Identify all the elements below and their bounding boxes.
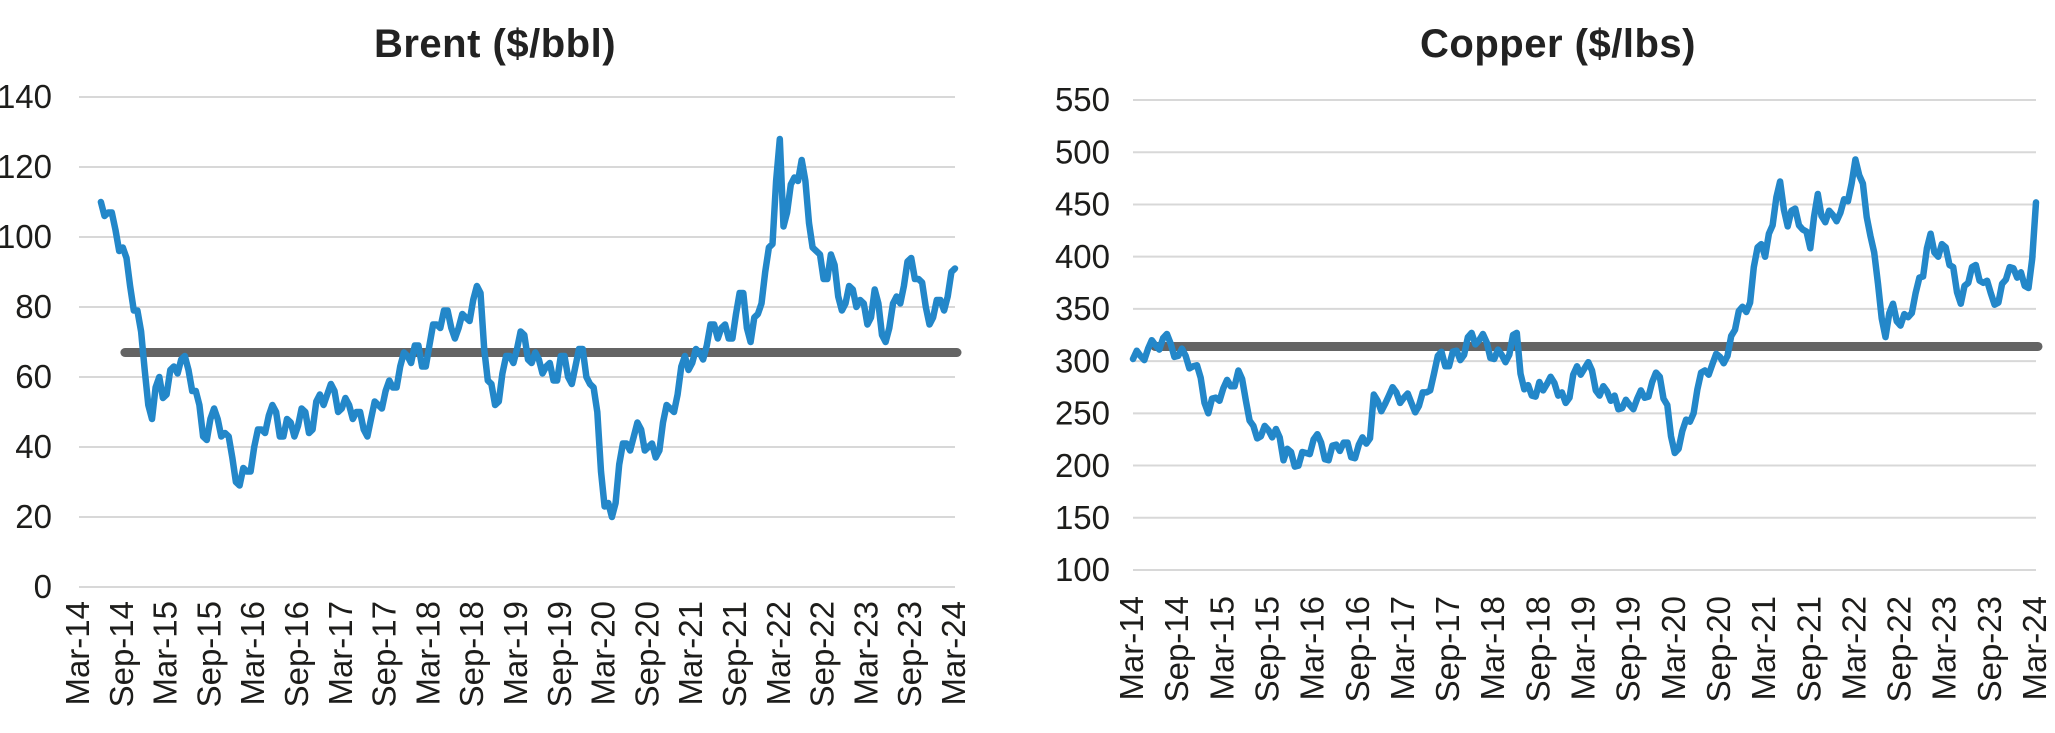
y-axis-tick-label: 100 xyxy=(1055,551,1110,588)
y-axis-tick-label: 80 xyxy=(15,288,52,325)
x-axis-tick-label: Mar-22 xyxy=(1835,596,1872,701)
x-axis-tick-label: Sep-16 xyxy=(1339,596,1376,702)
y-axis-tick-label: 150 xyxy=(1055,499,1110,536)
x-axis-tick-label: Sep-23 xyxy=(1971,596,2008,702)
x-axis-tick-label: Mar-14 xyxy=(59,601,96,706)
price-series-line xyxy=(97,135,959,521)
copper-chart-panel: Copper ($/lbs) 550 500 450 400 350 300 250 200 1… xyxy=(1010,0,2055,733)
x-axis-tick-label: Mar-21 xyxy=(1745,596,1782,701)
x-axis-tick-label: Sep-18 xyxy=(1519,596,1556,702)
x-axis-tick-label: Mar-22 xyxy=(760,601,797,706)
x-axis-tick-label: Sep-19 xyxy=(541,601,578,707)
x-axis-tick-label: Mar-18 xyxy=(1474,596,1511,701)
x-axis-tick-label: Sep-17 xyxy=(366,601,403,707)
x-axis-tick-label: Mar-23 xyxy=(1926,596,1963,701)
y-axis-tick-label: 350 xyxy=(1055,290,1110,327)
x-axis-tick-label: Mar-16 xyxy=(1294,596,1331,701)
x-axis-tick-label: Mar-16 xyxy=(234,601,271,706)
x-axis-tick-label: Mar-17 xyxy=(1384,596,1421,701)
y-axis-tick-label: 300 xyxy=(1055,342,1110,379)
y-axis-tick-label: 120 xyxy=(0,148,52,185)
x-axis-tick-label: Sep-14 xyxy=(103,601,140,707)
y-axis-tick-label: 450 xyxy=(1055,186,1110,223)
x-axis-tick-label: Sep-18 xyxy=(453,601,490,707)
x-axis-tick-label: Sep-14 xyxy=(1158,596,1195,702)
x-axis-tick-label: Sep-20 xyxy=(628,601,665,707)
x-axis-tick-label: Mar-15 xyxy=(1203,596,1240,701)
x-axis-tick-label: Mar-20 xyxy=(585,601,622,706)
copper-chart-title: Copper ($/lbs) xyxy=(1420,22,1696,66)
x-axis-tick-label: Mar-24 xyxy=(935,601,972,706)
x-axis-tick-label: Mar-19 xyxy=(1565,596,1602,701)
y-axis-tick-label: 60 xyxy=(15,358,52,395)
x-axis-tick-label: Sep-21 xyxy=(1790,596,1827,702)
x-axis-tick-label: Mar-15 xyxy=(147,601,184,706)
y-axis-tick-label: 500 xyxy=(1055,133,1110,170)
x-axis-tick-label: Sep-22 xyxy=(1881,596,1918,702)
x-axis-tick-label: Mar-14 xyxy=(1113,596,1150,701)
x-axis-tick-label: Mar-19 xyxy=(497,601,534,706)
x-axis-tick-label: Sep-20 xyxy=(1700,596,1737,702)
y-axis-tick-label: 140 xyxy=(0,78,52,115)
price-series-line xyxy=(1129,156,2040,470)
x-axis-tick-label: Mar-23 xyxy=(847,601,884,706)
x-axis-tick-label: Sep-15 xyxy=(190,601,227,707)
x-axis-tick-label: Mar-21 xyxy=(672,601,709,706)
y-axis-tick-label: 250 xyxy=(1055,395,1110,432)
y-axis-tick-label: 40 xyxy=(15,428,52,465)
x-axis-tick-label: Sep-19 xyxy=(1610,596,1647,702)
x-axis-tick-label: Mar-20 xyxy=(1655,596,1692,701)
x-axis-tick-label: Sep-15 xyxy=(1248,596,1285,702)
x-axis-tick-label: Sep-16 xyxy=(278,601,315,707)
y-axis-tick-label: 0 xyxy=(34,568,52,605)
brent-chart-title: Brent ($/bbl) xyxy=(373,22,617,66)
x-axis-tick-label: Sep-23 xyxy=(891,601,928,707)
y-axis-tick-label: 200 xyxy=(1055,447,1110,484)
y-axis-tick-label: 100 xyxy=(0,218,52,255)
x-axis-tick-label: Mar-17 xyxy=(322,601,359,706)
x-axis-tick-label: Mar-24 xyxy=(2016,596,2053,701)
x-axis-tick-label: Sep-22 xyxy=(804,601,841,707)
y-axis-tick-label: 550 xyxy=(1055,81,1110,118)
y-axis-tick-label: 20 xyxy=(15,498,52,535)
x-axis-tick-label: Sep-21 xyxy=(716,601,753,707)
x-axis-tick-label: Sep-17 xyxy=(1429,596,1466,702)
brent-chart-panel: Brent ($/bbl) 140 120 100 80 60 40 20 0 Mar-14 Se… xyxy=(0,0,1010,733)
y-axis-tick-label: 400 xyxy=(1055,238,1110,275)
x-axis-tick-label: Mar-18 xyxy=(409,601,446,706)
